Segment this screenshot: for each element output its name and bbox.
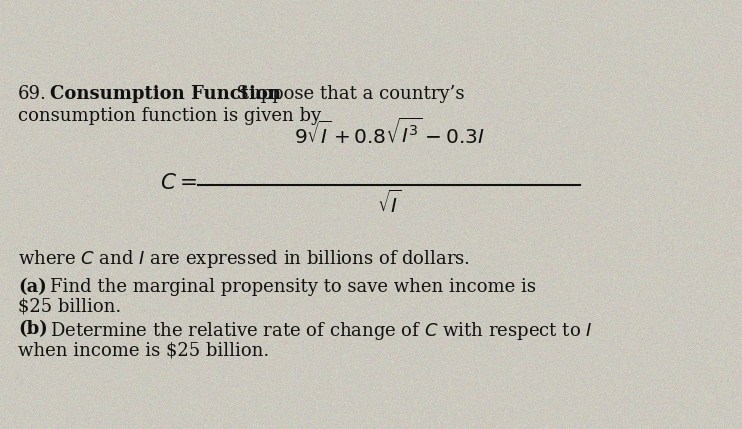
- Text: $25 billion.: $25 billion.: [18, 298, 121, 316]
- Text: consumption function is given by: consumption function is given by: [18, 107, 321, 125]
- Text: $9\sqrt{I} + 0.8\sqrt{I^3} - 0.3I$: $9\sqrt{I} + 0.8\sqrt{I^3} - 0.3I$: [294, 118, 485, 148]
- Text: Consumption Function: Consumption Function: [50, 85, 281, 103]
- Text: when income is $25 billion.: when income is $25 billion.: [18, 342, 269, 360]
- Text: (a): (a): [18, 278, 47, 296]
- Text: Determine the relative rate of change of $C$ with respect to $I$: Determine the relative rate of change of…: [50, 320, 592, 342]
- Text: 69.: 69.: [18, 85, 47, 103]
- Text: $C =$: $C =$: [160, 173, 197, 193]
- Text: (b): (b): [18, 320, 47, 338]
- Text: Find the marginal propensity to save when income is: Find the marginal propensity to save whe…: [50, 278, 536, 296]
- Text: $\sqrt{I}$: $\sqrt{I}$: [377, 190, 401, 218]
- Text: Suppose that a country’s: Suppose that a country’s: [225, 85, 464, 103]
- Text: where $C$ and $I$ are expressed in billions of dollars.: where $C$ and $I$ are expressed in billi…: [18, 248, 470, 270]
